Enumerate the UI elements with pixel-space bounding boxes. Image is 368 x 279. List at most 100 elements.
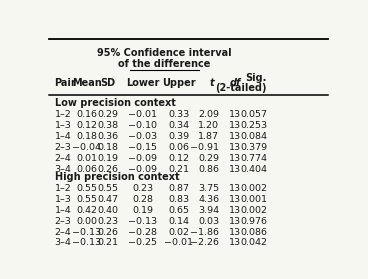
Text: 0.26: 0.26 [98, 165, 118, 174]
Text: 13: 13 [229, 121, 241, 130]
Text: 0.086: 0.086 [240, 228, 267, 237]
Text: 0.23: 0.23 [98, 217, 119, 226]
Text: 2.09: 2.09 [198, 110, 219, 119]
Text: of the difference: of the difference [118, 59, 210, 69]
Text: 0.19: 0.19 [132, 206, 153, 215]
Text: 0.19: 0.19 [98, 153, 118, 163]
Text: 0.47: 0.47 [98, 195, 118, 204]
Text: df: df [230, 78, 241, 88]
Text: 2–4: 2–4 [54, 228, 71, 237]
Text: 13: 13 [229, 217, 241, 226]
Text: 0.002: 0.002 [240, 184, 267, 193]
Text: 0.26: 0.26 [98, 228, 118, 237]
Text: 0.55: 0.55 [76, 195, 97, 204]
Text: 0.379: 0.379 [240, 143, 267, 151]
Text: 0.21: 0.21 [168, 165, 189, 174]
Text: 0.36: 0.36 [98, 132, 119, 141]
Text: 13: 13 [229, 195, 241, 204]
Text: 0.33: 0.33 [168, 110, 189, 119]
Text: 0.06: 0.06 [168, 143, 189, 151]
Text: 1.20: 1.20 [198, 121, 219, 130]
Text: Low precision context: Low precision context [54, 98, 176, 108]
Text: 0.21: 0.21 [98, 239, 118, 247]
Text: 0.28: 0.28 [132, 195, 153, 204]
Text: 0.86: 0.86 [198, 165, 219, 174]
Text: 0.00: 0.00 [76, 217, 97, 226]
Text: −0.04: −0.04 [72, 143, 101, 151]
Text: 0.06: 0.06 [76, 165, 97, 174]
Text: 0.14: 0.14 [168, 217, 189, 226]
Text: 1–2: 1–2 [54, 184, 71, 193]
Text: 0.02: 0.02 [168, 228, 189, 237]
Text: 0.87: 0.87 [168, 184, 189, 193]
Text: −0.15: −0.15 [128, 143, 158, 151]
Text: 1–3: 1–3 [54, 121, 71, 130]
Text: 1–4: 1–4 [54, 206, 71, 215]
Text: 0.29: 0.29 [198, 153, 219, 163]
Text: t: t [210, 78, 215, 88]
Text: −0.13: −0.13 [72, 239, 101, 247]
Text: 0.39: 0.39 [168, 132, 189, 141]
Text: 0.084: 0.084 [240, 132, 267, 141]
Text: 0.12: 0.12 [168, 153, 189, 163]
Text: 3.75: 3.75 [198, 184, 219, 193]
Text: 3–4: 3–4 [54, 165, 71, 174]
Text: 0.65: 0.65 [168, 206, 189, 215]
Text: 0.29: 0.29 [98, 110, 118, 119]
Text: −0.09: −0.09 [128, 165, 158, 174]
Text: SD: SD [100, 78, 116, 88]
Text: 2–4: 2–4 [54, 153, 71, 163]
Text: 4.36: 4.36 [198, 195, 219, 204]
Text: 0.55: 0.55 [98, 184, 118, 193]
Text: 0.83: 0.83 [168, 195, 189, 204]
Text: −0.01: −0.01 [128, 110, 158, 119]
Text: −2.26: −2.26 [190, 239, 219, 247]
Text: 0.42: 0.42 [76, 206, 97, 215]
Text: 0.253: 0.253 [240, 121, 267, 130]
Text: 0.40: 0.40 [98, 206, 118, 215]
Text: 0.12: 0.12 [76, 121, 97, 130]
Text: (2-tailed): (2-tailed) [216, 83, 267, 93]
Text: 1–4: 1–4 [54, 132, 71, 141]
Text: −1.86: −1.86 [190, 228, 219, 237]
Text: 0.042: 0.042 [240, 239, 267, 247]
Text: 0.03: 0.03 [198, 217, 219, 226]
Text: High precision context: High precision context [54, 172, 179, 182]
Text: 0.002: 0.002 [240, 206, 267, 215]
Text: 13: 13 [229, 206, 241, 215]
Text: 13: 13 [229, 165, 241, 174]
Text: 13: 13 [229, 143, 241, 151]
Text: −0.28: −0.28 [128, 228, 158, 237]
Text: 13: 13 [229, 239, 241, 247]
Text: 13: 13 [229, 184, 241, 193]
Text: −0.25: −0.25 [128, 239, 158, 247]
Text: Lower: Lower [126, 78, 160, 88]
Text: −0.01: −0.01 [164, 239, 193, 247]
Text: 0.23: 0.23 [132, 184, 153, 193]
Text: 1–2: 1–2 [54, 110, 71, 119]
Text: 0.404: 0.404 [240, 165, 267, 174]
Text: 2–3: 2–3 [54, 143, 71, 151]
Text: 0.976: 0.976 [240, 217, 267, 226]
Text: 13: 13 [229, 132, 241, 141]
Text: 0.38: 0.38 [98, 121, 119, 130]
Text: 3.94: 3.94 [198, 206, 219, 215]
Text: 3–4: 3–4 [54, 239, 71, 247]
Text: Upper: Upper [162, 78, 195, 88]
Text: 13: 13 [229, 153, 241, 163]
Text: 0.16: 0.16 [76, 110, 97, 119]
Text: 0.18: 0.18 [76, 132, 97, 141]
Text: 1.87: 1.87 [198, 132, 219, 141]
Text: −0.09: −0.09 [128, 153, 158, 163]
Text: 0.01: 0.01 [76, 153, 97, 163]
Text: 0.18: 0.18 [98, 143, 118, 151]
Text: −0.13: −0.13 [128, 217, 158, 226]
Text: 95% Confidence interval: 95% Confidence interval [97, 48, 232, 58]
Text: 0.55: 0.55 [76, 184, 97, 193]
Text: 0.057: 0.057 [240, 110, 267, 119]
Text: Sig.: Sig. [246, 73, 267, 83]
Text: 0.001: 0.001 [240, 195, 267, 204]
Text: −0.03: −0.03 [128, 132, 158, 141]
Text: 0.774: 0.774 [240, 153, 267, 163]
Text: 1–3: 1–3 [54, 195, 71, 204]
